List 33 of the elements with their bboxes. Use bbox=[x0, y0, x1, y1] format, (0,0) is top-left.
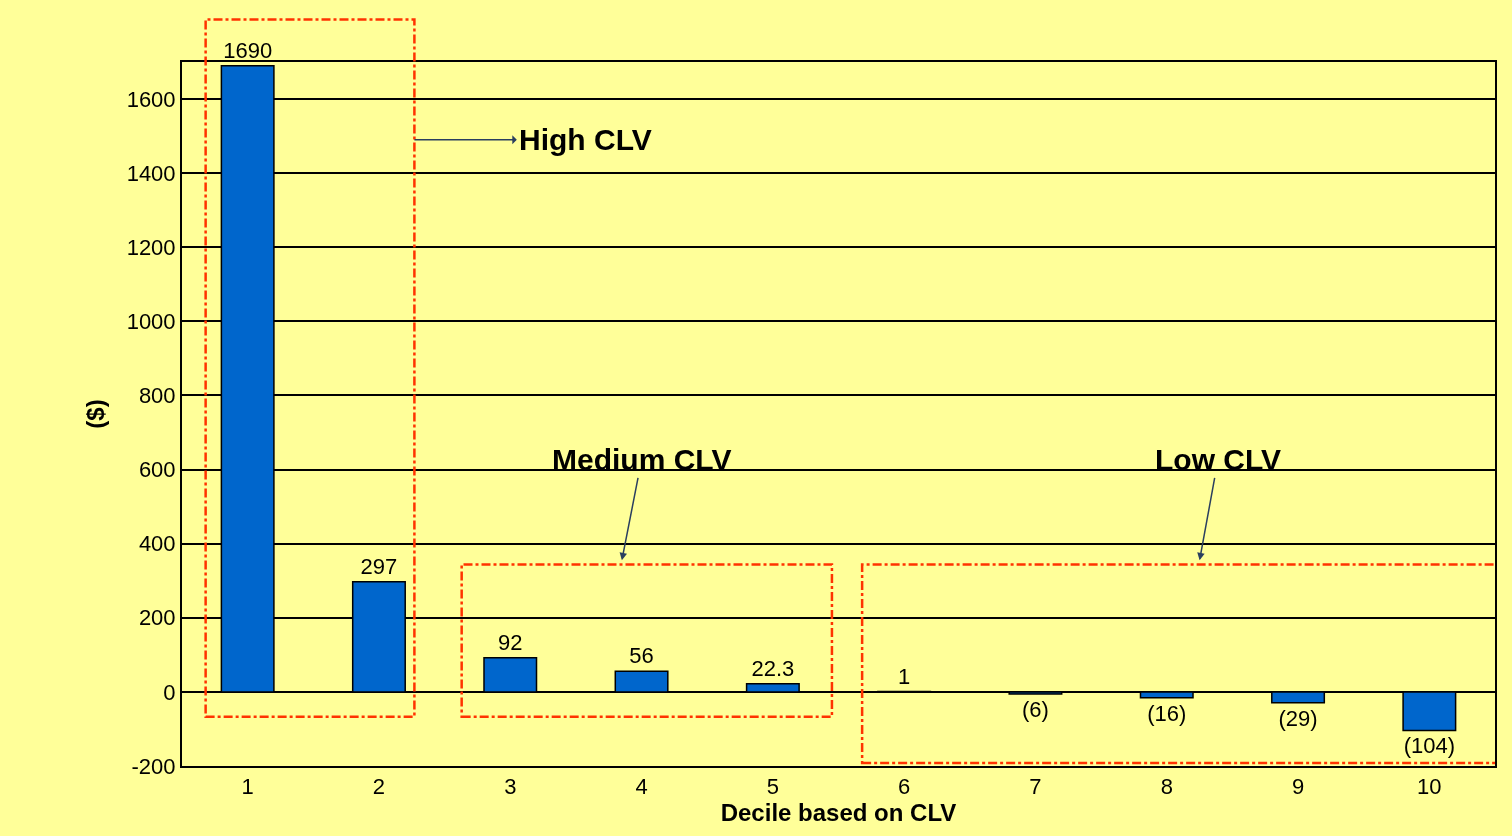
y-axis-title: ($) bbox=[82, 399, 110, 429]
x-tick-label: 2 bbox=[372, 774, 386, 800]
x-tick-label: 7 bbox=[1029, 774, 1042, 800]
y-tick-label: 800 bbox=[138, 383, 176, 409]
y-tick-label: 1000 bbox=[126, 309, 176, 335]
x-tick-label: 9 bbox=[1291, 774, 1305, 800]
x-axis-title: Decile based on CLV bbox=[720, 799, 957, 827]
y-tick-label: 400 bbox=[138, 531, 176, 557]
x-tick-label: 10 bbox=[1417, 774, 1442, 800]
x-tick-label: 4 bbox=[635, 774, 648, 800]
y-tick-label: 600 bbox=[138, 457, 176, 483]
data-label: 1690 bbox=[223, 37, 273, 63]
data-label: (104) bbox=[1403, 733, 1456, 759]
data-label: 92 bbox=[498, 629, 523, 655]
x-tick-label: 3 bbox=[504, 774, 517, 800]
y-tick-label: 200 bbox=[138, 605, 176, 631]
data-label: (29) bbox=[1278, 705, 1318, 731]
data-label: 22.3 bbox=[751, 655, 795, 681]
data-label: 1 bbox=[898, 663, 911, 689]
data-label: (16) bbox=[1147, 700, 1187, 726]
x-tick-label: 6 bbox=[898, 774, 911, 800]
annotation: High CLV bbox=[519, 123, 652, 156]
data-label: 56 bbox=[629, 643, 654, 669]
x-tick-label: 5 bbox=[766, 774, 779, 800]
y-tick-label: 0 bbox=[163, 679, 176, 705]
data-label: 297 bbox=[360, 553, 398, 579]
y-tick-label: 1200 bbox=[126, 234, 176, 260]
data-label: (6) bbox=[1022, 697, 1049, 723]
y-tick-label: -200 bbox=[131, 753, 176, 779]
y-tick-label: 1400 bbox=[126, 160, 176, 186]
x-tick-label: 1 bbox=[241, 774, 254, 800]
y-tick-label: 1600 bbox=[126, 86, 176, 112]
x-tick-label: 8 bbox=[1160, 774, 1173, 800]
